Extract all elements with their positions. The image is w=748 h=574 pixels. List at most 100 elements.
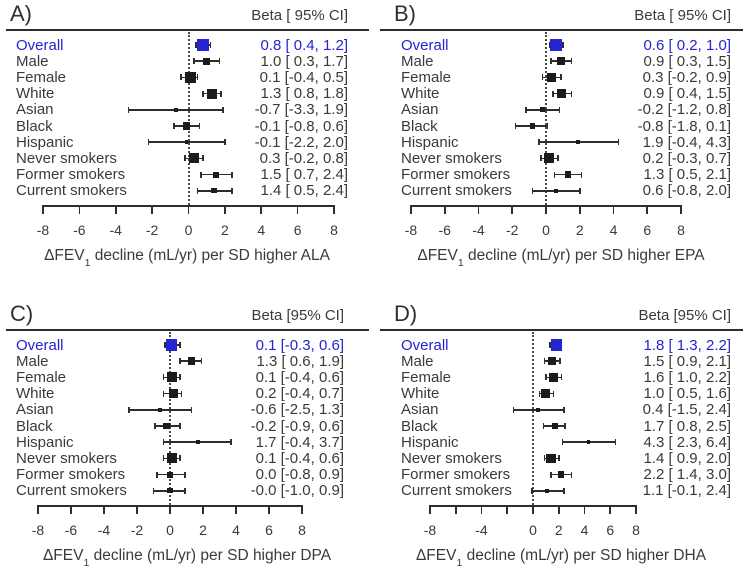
ci-cap: [514, 123, 517, 129]
row-label: Never smokers: [401, 449, 502, 467]
x-axis-title: ΔFEV1 decline (mL/yr) per SD higher EPA: [374, 247, 748, 270]
x-axis-title-part: 1: [457, 257, 464, 270]
row-ci-value: 0.4 [-1.5, 2.4]: [642, 401, 731, 419]
row-ci-value: 0.3 [-0.2, 0.8]: [259, 149, 348, 167]
x-axis-title-part: decline (mL/yr) per SD higher ALA: [90, 247, 330, 264]
x-axis-tick: [114, 205, 117, 214]
ci-cap: [551, 90, 554, 97]
x-tick-label: 0: [166, 522, 174, 538]
ci-cap: [564, 423, 566, 429]
ci-cap: [570, 471, 573, 478]
panel-b: B) Beta [ 95% CI] Overall 0.6 [ 0.2, 1.0]…: [374, 0, 748, 287]
x-axis-tick: [42, 205, 44, 214]
ci-cap: [548, 42, 551, 48]
row-label: Black: [16, 417, 53, 435]
row-label: Current smokers: [16, 482, 127, 500]
row-label: Black: [16, 117, 53, 135]
ci-cap: [560, 374, 563, 381]
row-ci-value: 1.0 [ 0.3, 1.7]: [260, 52, 348, 70]
x-axis-tick: [268, 505, 270, 514]
row-label: Asian: [16, 401, 54, 419]
row-ci-value: 1.3 [ 0.6, 1.9]: [256, 352, 344, 370]
x-axis-title: ΔFEV1 decline (mL/yr) per SD higher DPA: [0, 547, 374, 570]
ci-cap: [538, 390, 541, 397]
x-axis-tick: [646, 205, 649, 214]
row-label: Female: [401, 368, 452, 386]
row-ci-value: -0.0 [-1.0, 0.9]: [250, 482, 344, 500]
beta-marker: [558, 471, 565, 478]
row-label: Female: [16, 68, 67, 86]
x-axis-tick: [609, 505, 612, 514]
beta-marker: [184, 71, 196, 83]
ci-cap: [512, 406, 515, 413]
ci-cap: [231, 171, 233, 178]
ci-cap: [557, 455, 560, 462]
x-tick-label: 4: [232, 522, 240, 538]
ci-cap: [164, 342, 166, 348]
x-axis-tick: [235, 505, 237, 514]
ci-cap: [198, 123, 201, 129]
row-ci-value: 1.4 [ 0.5, 2.4]: [260, 182, 348, 200]
row-label: Former smokers: [401, 166, 511, 184]
x-tick-label: -2: [130, 522, 144, 538]
row-ci-value: 0.1 [-0.4, 0.6]: [255, 368, 344, 386]
beta-marker: [549, 373, 558, 382]
row-label: Former smokers: [16, 166, 126, 184]
row-ci-value: 0.6 [-0.8, 2.0]: [642, 182, 731, 200]
ci-cap: [200, 358, 203, 365]
x-tick-label: -2: [145, 222, 159, 238]
beta-marker: [546, 453, 556, 463]
ci-cap: [179, 423, 181, 429]
row-ci-value: 0.8 [ 0.4, 1.2]: [260, 36, 348, 54]
panel-letter: B): [394, 1, 416, 26]
ci-cap: [127, 106, 130, 113]
ci-cap: [179, 455, 181, 462]
ci-cap: [220, 90, 223, 97]
x-axis-tick: [301, 505, 303, 514]
ci-header-label: Beta [ 95% CI]: [634, 7, 731, 24]
ci-cap: [545, 374, 547, 381]
row-ci-value: 4.3 [ 2.3, 6.4]: [643, 433, 731, 451]
x-axis-tick: [151, 205, 153, 214]
beta-marker: [187, 357, 196, 366]
ci-cap: [542, 423, 545, 429]
ci-cap: [190, 406, 193, 413]
ci-cap: [563, 487, 565, 494]
row-label: Overall: [401, 36, 449, 54]
x-tick-label: 0: [542, 222, 550, 238]
ci-cap: [543, 358, 546, 365]
ci-cap: [550, 58, 552, 65]
ci-cap: [617, 139, 620, 146]
x-axis-tick: [506, 505, 509, 514]
beta-marker: [548, 357, 557, 366]
header-rule: [380, 329, 743, 331]
x-axis-title-part: ΔFEV: [415, 547, 457, 564]
row-ci-value: 0.3 [-0.2, 0.9]: [642, 68, 731, 86]
header-rule: [6, 329, 369, 331]
x-axis-tick: [477, 205, 480, 214]
row-ci-value: -0.2 [-0.9, 0.6]: [250, 417, 344, 435]
x-axis-tick: [187, 205, 190, 214]
row-label: Current smokers: [401, 182, 512, 200]
x-tick-label: -8: [404, 222, 418, 238]
beta-marker: [207, 88, 218, 99]
ci-cap: [578, 187, 581, 194]
ci-cap: [553, 171, 556, 178]
x-tick-label: -6: [64, 522, 78, 538]
x-tick-label: 8: [298, 522, 306, 538]
ci-cap: [552, 390, 555, 397]
beta-marker: [576, 140, 580, 144]
x-axis-title-part: ΔFEV: [42, 547, 84, 564]
ci-cap: [194, 42, 197, 48]
row-label: Hispanic: [401, 433, 459, 451]
ci-cap: [224, 139, 226, 146]
ci-cap: [530, 487, 533, 494]
row-ci-value: 0.6 [ 0.2, 1.0]: [643, 36, 731, 54]
row-label: Hispanic: [16, 133, 74, 151]
ci-cap: [559, 358, 561, 365]
x-tick-label: -2: [506, 222, 519, 238]
beta-marker: [212, 171, 219, 178]
row-label: Black: [401, 417, 438, 435]
header-rule: [380, 29, 743, 31]
ci-cap: [560, 74, 562, 81]
